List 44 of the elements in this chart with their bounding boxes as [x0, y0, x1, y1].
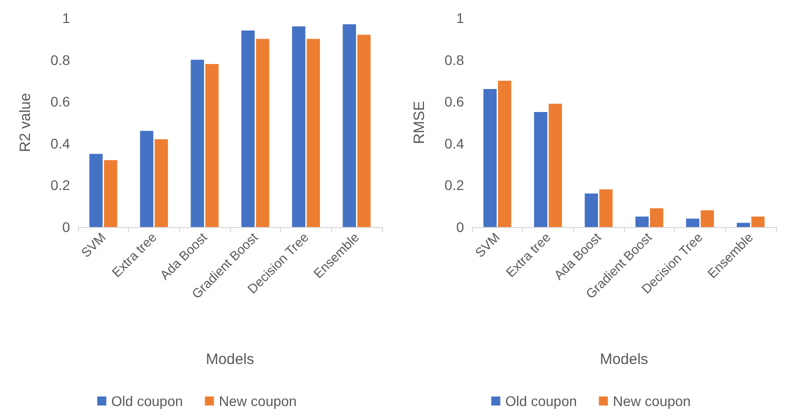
bar: [548, 104, 562, 227]
bar: [599, 189, 613, 227]
bar: [736, 222, 750, 227]
bar: [104, 160, 118, 227]
y-axis-title: R2 value: [17, 92, 34, 152]
y-tick-label: 0.4: [444, 135, 464, 152]
bar: [342, 24, 356, 227]
bar: [635, 216, 649, 227]
bar: [483, 89, 497, 227]
y-tick-label: 0: [62, 219, 70, 235]
y-tick-label: 1: [456, 10, 464, 26]
y-tick-label: 0.2: [50, 177, 70, 194]
bar: [292, 26, 306, 227]
bar: [205, 64, 219, 227]
y-tick-label: 0.8: [444, 52, 464, 68]
bar: [241, 30, 255, 227]
legend-label: New coupon: [612, 393, 691, 409]
bar: [306, 38, 320, 227]
legend-label: Old coupon: [111, 393, 183, 409]
bar: [686, 218, 700, 227]
x-axis-title: Models: [600, 351, 648, 368]
y-tick-label: 0.4: [50, 135, 70, 152]
y-tick-label: 0.6: [444, 94, 464, 110]
bar: [256, 38, 270, 227]
legend-label: New coupon: [218, 393, 297, 409]
y-tick-label: 0.2: [444, 177, 464, 194]
legend-label: Old coupon: [505, 393, 577, 409]
y-tick-label: 1: [62, 10, 70, 26]
bar: [650, 208, 664, 227]
bar: [584, 194, 598, 227]
y-tick-label: 0.6: [50, 94, 70, 110]
y-tick-label: 0: [456, 219, 464, 235]
bar: [700, 210, 714, 227]
bar: [357, 34, 371, 227]
bar: [154, 139, 168, 227]
bar: [89, 154, 103, 227]
x-axis-title: Models: [206, 351, 254, 368]
bar: [751, 216, 765, 227]
y-axis-title: RMSE: [411, 100, 428, 144]
y-tick-label: 0.8: [50, 52, 70, 68]
bar: [534, 112, 548, 227]
bar: [498, 80, 512, 227]
bar: [190, 60, 204, 227]
bar: [140, 130, 154, 227]
